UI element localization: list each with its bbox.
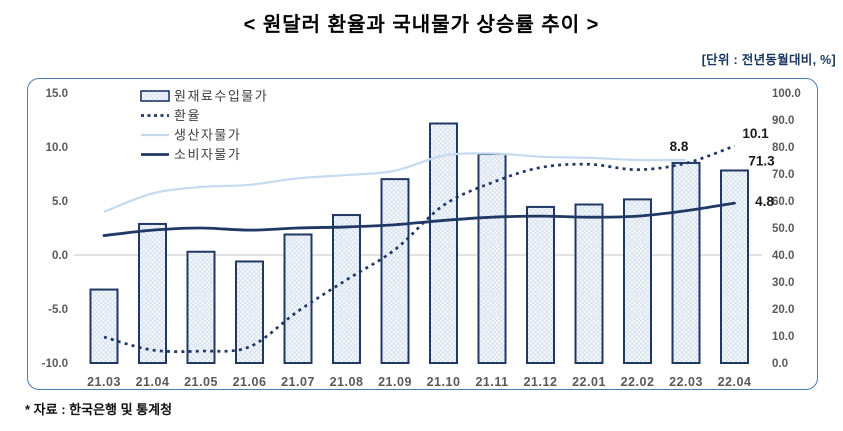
right-axis-tick: 90.0 — [772, 115, 794, 127]
bar-22.02 — [623, 198, 652, 364]
left-axis-tick: -10.0 — [42, 358, 68, 370]
bar-21.09 — [380, 178, 410, 364]
bar-21.06 — [235, 260, 264, 364]
right-axis-tick: 10.0 — [772, 331, 794, 343]
data-label-10.1: 10.1 — [742, 126, 769, 141]
bar-21.12 — [526, 205, 555, 364]
chart-frame: 15.0 10.0 5.0 0.0 -5.0 -10.0 100.0 90.0 80.0 70.0… — [27, 78, 818, 390]
x-axis-label: 21.07 — [281, 375, 315, 388]
combo-chart: 15.0 10.0 5.0 0.0 -5.0 -10.0 100.0 90.0 80.0 70.0… — [42, 88, 801, 388]
x-axis-label: 21.05 — [184, 375, 218, 388]
bar-22.03 — [671, 161, 701, 365]
chart-legend — [140, 90, 170, 156]
x-axis-label: 21.11 — [475, 375, 508, 388]
x-axis-label: 22.03 — [669, 375, 703, 388]
right-axis-tick: 100.0 — [772, 88, 801, 100]
x-axis-label: 21.12 — [524, 375, 558, 388]
bar-22.04 — [720, 169, 749, 364]
bar-21.04 — [138, 222, 167, 364]
x-axis-label: 21.09 — [378, 375, 412, 388]
x-axis-label: 22.02 — [621, 375, 655, 388]
data-label-4.8: 4.8 — [755, 194, 774, 209]
x-axis-label: 22.01 — [572, 375, 606, 388]
x-axis-label: 22.04 — [718, 375, 752, 388]
data-label-8.8: 8.8 — [670, 139, 689, 154]
bar-21.03 — [89, 288, 119, 364]
legend-label: 원재료수입물가 — [174, 89, 268, 104]
bar-21.07 — [283, 233, 313, 364]
right-axis-tick: 50.0 — [772, 223, 794, 235]
right-axis-tick: 80.0 — [772, 142, 794, 154]
data-label-71.3: 71.3 — [748, 153, 775, 168]
chart-title: < 원달러 환율과 국내물가 상승률 추이 > — [243, 14, 600, 36]
right-axis-tick: 40.0 — [772, 250, 794, 262]
x-axis-label: 21.03 — [87, 375, 121, 388]
bar-21.05 — [186, 250, 216, 364]
left-axis-tick: 5.0 — [52, 196, 68, 208]
consumer-price-line — [102, 201, 736, 237]
left-axis-tick: 10.0 — [46, 142, 68, 154]
right-axis-tick: 70.0 — [772, 169, 794, 181]
producer-price-line — [103, 152, 687, 213]
left-axis-tick: 0.0 — [52, 250, 68, 262]
left-axis-tick: 15.0 — [46, 88, 68, 100]
bar-21.11 — [477, 153, 507, 364]
legend-label: 소비자물가 — [174, 147, 241, 162]
bar-21.08 — [332, 214, 361, 364]
bar-22.01 — [574, 203, 604, 365]
x-axis-label: 21.04 — [136, 375, 170, 388]
right-axis-tick: 60.0 — [772, 196, 794, 208]
bar-21.10 — [429, 122, 458, 365]
legend-label: 환율 — [174, 108, 201, 123]
legend-label: 생산자물가 — [174, 128, 241, 143]
right-axis-tick: 30.0 — [772, 277, 794, 289]
x-axis-label: 21.08 — [330, 375, 364, 388]
x-axis-label: 21.10 — [427, 375, 461, 388]
unit-label: [단위 : 전년동월대비, %] — [701, 53, 836, 67]
right-axis-tick: 0.0 — [772, 358, 788, 370]
left-axis-tick: -5.0 — [48, 304, 68, 316]
x-axis-label: 21.06 — [233, 375, 267, 388]
exchange-rate-dotted-line — [103, 144, 735, 354]
source-note: * 자료 : 한국은행 및 통계청 — [25, 402, 173, 417]
legend-bar-swatch — [140, 90, 170, 102]
right-axis-tick: 20.0 — [772, 304, 794, 316]
